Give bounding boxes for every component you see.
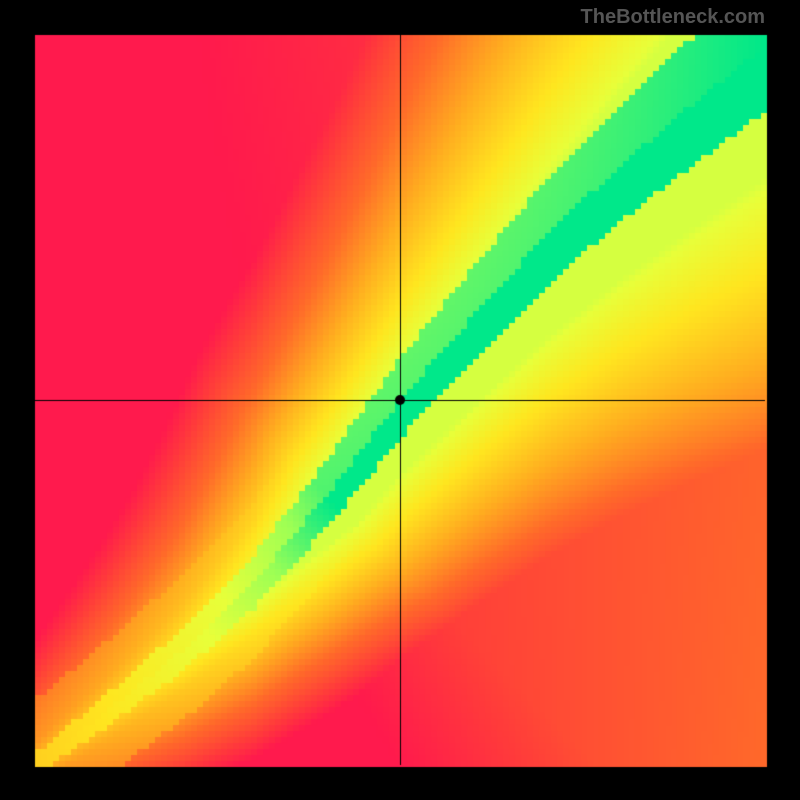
watermark-text: TheBottleneck.com [581,6,765,29]
heatmap-canvas [0,0,800,800]
